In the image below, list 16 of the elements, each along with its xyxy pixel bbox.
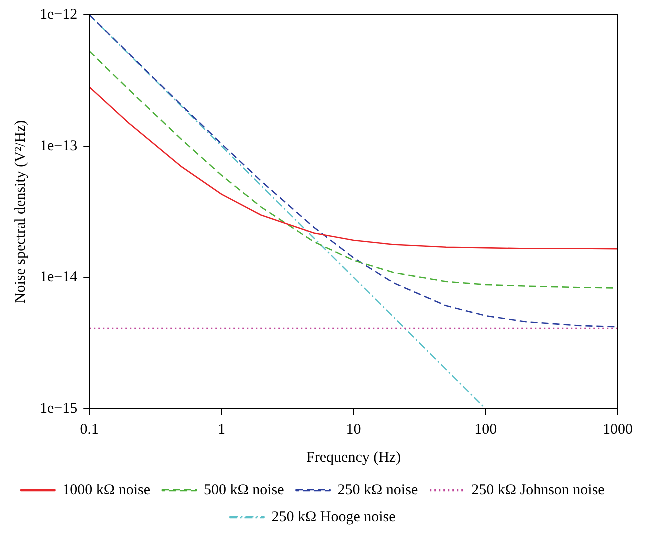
y-axis-title: Noise spectral density (V²/Hz) [12,120,29,304]
legend-label: 500 kΩ noise [204,482,285,498]
x-tick-label: 100 [474,422,498,438]
y-tick-label: 1e−15 [40,400,78,417]
legend-label: 250 kΩ noise [338,482,418,498]
y-tick-label: 1e−14 [40,270,78,286]
y-tick-label: 1e−13 [40,138,78,154]
x-tick-label: 1000 [603,422,633,438]
x-tick-label: 0.1 [80,422,99,438]
x-axis-title: Frequency (Hz) [306,450,402,466]
legend-label: 1000 kΩ noise [62,482,151,498]
y-tick-label: 1e−12 [40,6,78,23]
x-tick-label: 10 [346,422,362,438]
legend-label: 250 kΩ Hooge noise [272,509,396,526]
x-tick-label: 1 [218,422,226,438]
legend-label: 250 kΩ Johnson noise [472,482,606,498]
